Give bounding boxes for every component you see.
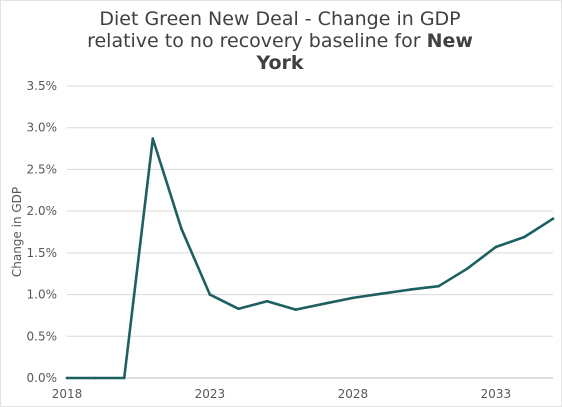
y-tick-label: 0.5% xyxy=(27,329,58,343)
title-line-1: Diet Green New Deal - Change in GDP xyxy=(99,8,461,30)
data-point xyxy=(237,307,240,311)
data-point xyxy=(122,376,126,380)
title-line-2-bold: New xyxy=(426,30,473,52)
x-tick-label: 2018 xyxy=(52,387,83,401)
data-point xyxy=(294,308,298,311)
y-tick-label: 3.5% xyxy=(27,79,58,93)
x-tick-label: 2028 xyxy=(338,387,369,401)
data-point xyxy=(265,299,269,303)
y-tick-label: 1.0% xyxy=(27,288,58,302)
data-point xyxy=(494,245,498,249)
data-point xyxy=(180,227,183,230)
y-axis-label: Change in GDP xyxy=(10,187,24,277)
y-tick-label: 0.0% xyxy=(27,371,58,385)
data-point xyxy=(380,292,383,296)
data-point xyxy=(94,376,97,380)
data-point xyxy=(65,376,69,380)
y-tick-label: 1.5% xyxy=(27,246,58,260)
y-tick-label: 3.0% xyxy=(27,121,58,135)
series-line xyxy=(65,137,555,380)
data-point xyxy=(437,284,440,288)
data-point xyxy=(208,293,212,296)
y-tick-labels: 0.0% 0.5% 1.0% 1.5% 2.0% 2.5% 3.0% 3.5% xyxy=(27,79,58,385)
data-point xyxy=(151,137,155,140)
x-tick-label: 2023 xyxy=(195,387,226,401)
x-tick-label: 2033 xyxy=(481,387,512,401)
chart-title: Diet Green New Deal - Change in GDP rela… xyxy=(30,8,530,74)
data-point xyxy=(351,296,355,300)
y-tick-label: 2.5% xyxy=(27,162,58,176)
x-tick-labels: 2018 2023 2028 2033 xyxy=(52,387,511,401)
data-point xyxy=(551,217,555,220)
title-line-3-bold: York xyxy=(256,52,304,74)
data-point xyxy=(523,235,526,239)
y-tick-label: 2.0% xyxy=(27,204,58,218)
gridlines xyxy=(67,85,553,379)
series-group xyxy=(65,137,555,380)
data-point xyxy=(408,288,412,291)
data-point xyxy=(322,302,326,306)
title-line-2: relative to no recovery baseline for xyxy=(87,30,427,52)
data-point xyxy=(465,267,469,271)
